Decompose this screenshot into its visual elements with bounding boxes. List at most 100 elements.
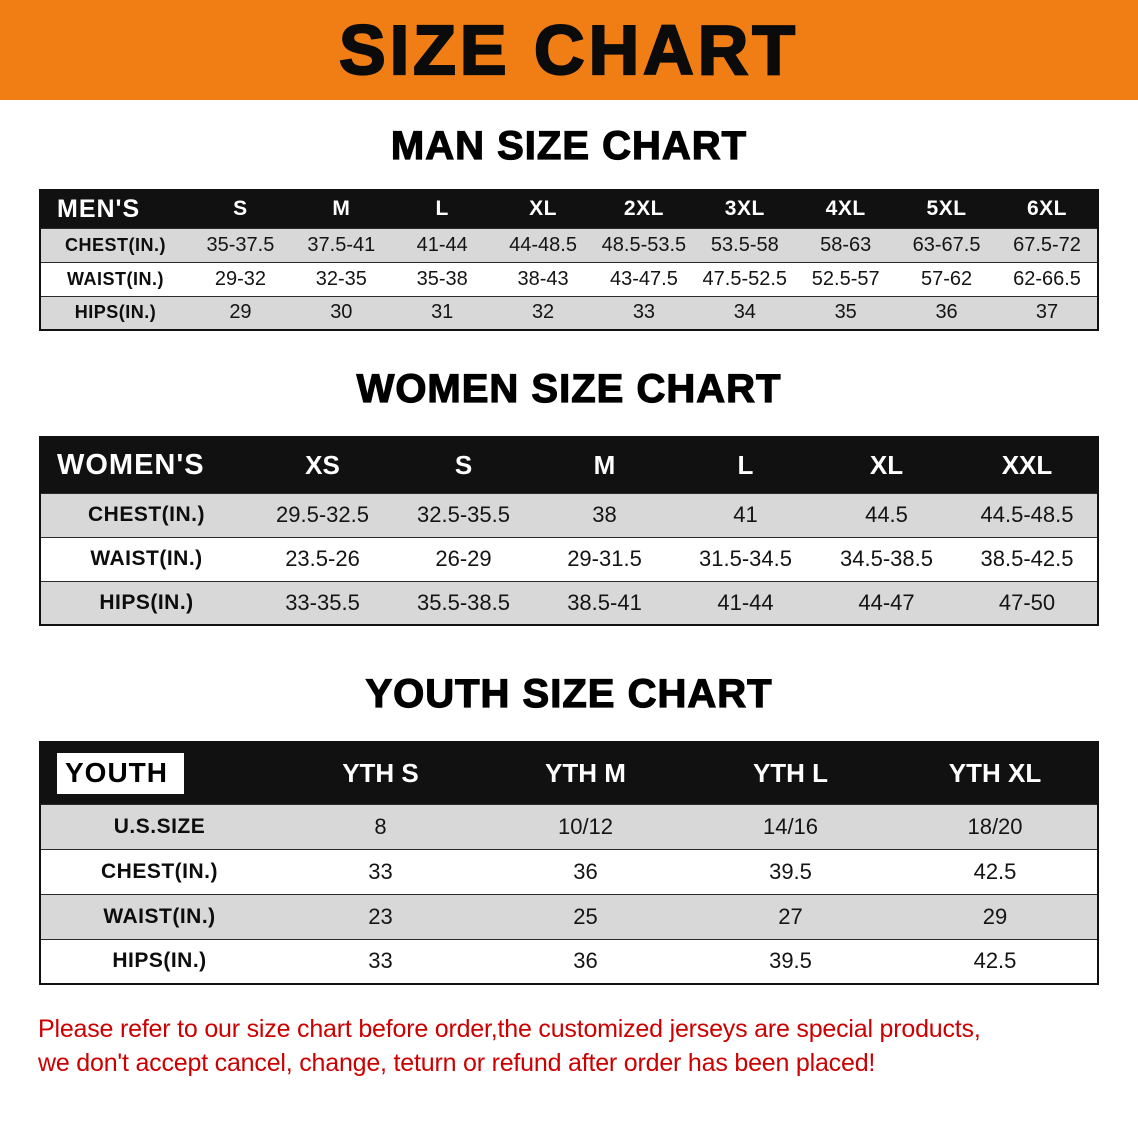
value-cell: 48.5-53.5 <box>593 227 695 262</box>
row-label-cell: CHEST(IN.) <box>40 492 252 537</box>
youth-section-heading: YOUTH SIZE CHART <box>365 671 773 716</box>
value-cell: 62-66.5 <box>997 261 1098 296</box>
value-cell: 31 <box>391 295 493 330</box>
value-cell: 58-63 <box>795 227 897 262</box>
value-cell: 41 <box>675 492 816 537</box>
men-section-heading: MAN SIZE CHART <box>390 123 748 168</box>
row-label-cell: HIPS(IN.) <box>40 580 252 625</box>
table-header-row: WOMEN'S XS S M L XL XXL <box>40 437 1098 493</box>
size-header-cell: S <box>190 190 291 228</box>
value-cell: 39.5 <box>688 938 893 984</box>
size-header-cell: 3XL <box>694 190 796 228</box>
size-header-text: XL <box>529 197 557 221</box>
value-cell: 14/16 <box>688 803 893 849</box>
value-cell: 29 <box>893 893 1098 939</box>
size-header-cell: M <box>290 190 392 228</box>
size-header-cell: L <box>675 437 816 493</box>
value-cell: 33 <box>278 938 483 984</box>
table-row: WAIST(IN.) 23 25 27 29 <box>40 893 1098 939</box>
disclaimer: Please refer to our size chart before or… <box>38 1013 1100 1080</box>
size-header-cell: S <box>393 437 534 493</box>
value-cell: 39.5 <box>688 848 893 894</box>
value-cell: 18/20 <box>893 803 1098 849</box>
value-cell: 29-32 <box>190 261 291 296</box>
size-header-text: 3XL <box>724 197 765 221</box>
value-cell: 35.5-38.5 <box>393 580 534 625</box>
value-cell: 44-47 <box>816 580 957 625</box>
value-cell: 37.5-41 <box>290 227 392 262</box>
value-cell: 35-38 <box>391 261 493 296</box>
value-cell: 36 <box>896 295 997 330</box>
value-cell: 32 <box>492 295 594 330</box>
size-header-cell: YTH S <box>278 742 483 804</box>
value-cell: 38.5-42.5 <box>957 536 1098 581</box>
value-cell: 35 <box>795 295 897 330</box>
value-cell: 33-35.5 <box>252 580 393 625</box>
size-header-text: 2XL <box>623 197 664 221</box>
size-header-text: L <box>737 449 754 480</box>
value-cell: 36 <box>483 848 688 894</box>
value-cell: 29 <box>190 295 291 330</box>
value-cell: 44.5-48.5 <box>957 492 1098 537</box>
value-cell: 26-29 <box>393 536 534 581</box>
youth-size-section: YOUTH SIZE CHART YOUTH YTH S YTH M YTH L YTH… <box>0 671 1138 985</box>
size-header-text: L <box>435 197 449 221</box>
size-header-text: XXL <box>1001 449 1053 480</box>
size-header-cell: L <box>391 190 493 228</box>
women-size-section: WOMEN SIZE CHART WOMEN'S XS S M L XL XXL CHEST(… <box>0 366 1138 626</box>
table-row: HIPS(IN.) 29 30 31 32 33 34 35 36 37 <box>40 295 1098 330</box>
banner: SIZE CHART <box>0 0 1138 100</box>
size-header-cell: 6XL <box>997 190 1098 228</box>
table-row: U.S.SIZE 8 10/12 14/16 18/20 <box>40 803 1098 849</box>
size-header-text: M <box>593 449 616 480</box>
table-title-cell: WOMEN'S <box>40 437 252 493</box>
value-cell: 38-43 <box>492 261 594 296</box>
men-size-table: MEN'S S M L XL 2XL 3XL 4XL 5XL 6XL CHEST(IN.) 35-37… <box>39 189 1099 331</box>
value-cell: 30 <box>290 295 392 330</box>
value-cell: 23 <box>278 893 483 939</box>
row-label-cell: WAIST(IN.) <box>40 261 190 296</box>
size-header-text: 5XL <box>926 197 967 221</box>
row-label-cell: HIPS(IN.) <box>40 938 278 984</box>
size-header-cell: 5XL <box>896 190 997 228</box>
size-header-cell: YTH L <box>688 742 893 804</box>
value-cell: 27 <box>688 893 893 939</box>
value-cell: 38 <box>534 492 675 537</box>
table-row: WAIST(IN.) 23.5-26 26-29 29-31.5 31.5-34.5 34… <box>40 536 1098 581</box>
value-cell: 41-44 <box>391 227 493 262</box>
value-cell: 23.5-26 <box>252 536 393 581</box>
size-header-cell: XXL <box>957 437 1098 493</box>
size-header-text: XS <box>305 449 340 480</box>
value-cell: 37 <box>997 295 1098 330</box>
disclaimer-line-2: we don't accept cancel, change, teturn o… <box>38 1048 876 1077</box>
value-cell: 33 <box>593 295 695 330</box>
value-cell: 44.5 <box>816 492 957 537</box>
value-cell: 42.5 <box>893 938 1098 984</box>
men-size-section: MAN SIZE CHART MEN'S S M L XL 2XL 3XL 4XL 5XL 6XL… <box>0 123 1138 331</box>
value-cell: 8 <box>278 803 483 849</box>
table-title-cell: MEN'S <box>40 190 190 228</box>
value-cell: 47-50 <box>957 580 1098 625</box>
row-label-cell: WAIST(IN.) <box>40 893 278 939</box>
size-header-text: YTH L <box>752 757 829 788</box>
size-header-cell: M <box>534 437 675 493</box>
size-header-text: S <box>233 197 248 221</box>
value-cell: 29-31.5 <box>534 536 675 581</box>
size-header-cell: XL <box>816 437 957 493</box>
value-cell: 33 <box>278 848 483 894</box>
value-cell: 36 <box>483 938 688 984</box>
value-cell: 32-35 <box>290 261 392 296</box>
youth-size-table: YOUTH YTH S YTH M YTH L YTH XL U.S.SIZE 8 10/12… <box>39 741 1099 985</box>
value-cell: 41-44 <box>675 580 816 625</box>
value-cell: 57-62 <box>896 261 997 296</box>
row-label-cell: HIPS(IN.) <box>40 295 190 330</box>
value-cell: 53.5-58 <box>694 227 796 262</box>
value-cell: 31.5-34.5 <box>675 536 816 581</box>
size-header-cell: YTH M <box>483 742 688 804</box>
value-cell: 25 <box>483 893 688 939</box>
table-row: CHEST(IN.) 29.5-32.5 32.5-35.5 38 41 44.5 44.5… <box>40 492 1098 537</box>
row-label-cell: CHEST(IN.) <box>40 227 190 262</box>
size-header-cell: XL <box>492 190 594 228</box>
size-header-cell: XS <box>252 437 393 493</box>
